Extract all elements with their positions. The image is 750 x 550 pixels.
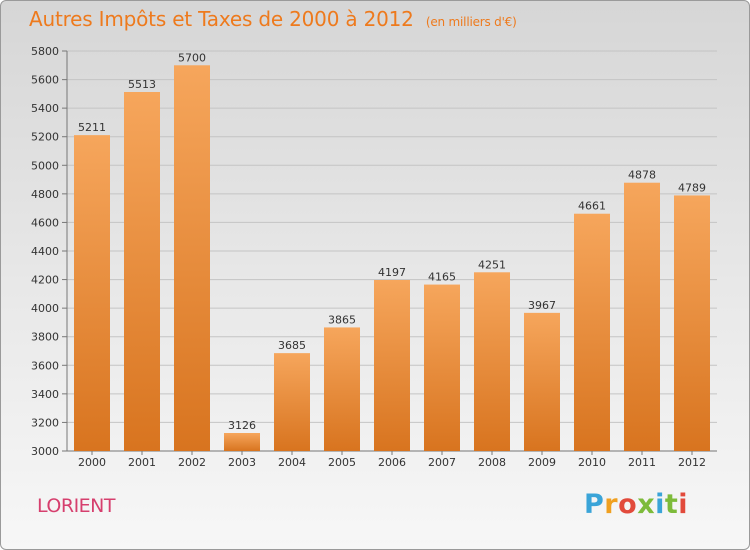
x-tick-label: 2010 (578, 456, 606, 469)
y-tick-label: 5000 (31, 159, 59, 172)
bar-value-label: 3865 (328, 313, 356, 326)
bar-value-label: 4165 (428, 271, 456, 284)
x-tick-label: 2011 (628, 456, 656, 469)
bar-value-label: 3685 (278, 339, 306, 352)
y-tick-label: 5200 (31, 131, 59, 144)
bar-value-label: 4878 (628, 169, 656, 182)
chart-title: Autres Impôts et Taxes de 2000 à 2012 (e… (29, 7, 517, 31)
y-tick-label: 3400 (31, 388, 59, 401)
y-tick-label: 4200 (31, 274, 59, 287)
y-tick-label: 4800 (31, 188, 59, 201)
bar-value-label: 3126 (228, 419, 256, 432)
y-tick-label: 4000 (31, 302, 59, 315)
bar-2010 (574, 213, 610, 451)
x-tick-label: 2012 (678, 456, 706, 469)
bar-2012 (674, 195, 710, 451)
bar-2003 (224, 433, 260, 451)
logo-letter: r (604, 489, 619, 520)
x-tick-label: 2000 (78, 456, 106, 469)
y-tick-label: 5600 (31, 74, 59, 87)
y-tick-label: 4600 (31, 216, 59, 229)
x-tick-label: 2009 (528, 456, 556, 469)
bar-2008 (474, 272, 510, 451)
bar-2002 (174, 65, 210, 452)
bar-value-label: 5700 (178, 51, 206, 64)
x-tick-label: 2003 (228, 456, 256, 469)
bars: 5211 5513 5700 3126 3685 3865 4197 4165 4251 3967… (74, 51, 710, 452)
logo-letter: i (678, 489, 689, 520)
bar-2005 (324, 327, 360, 451)
bar-value-label: 4251 (478, 258, 506, 271)
chart-title-text: Autres Impôts et Taxes de 2000 à 2012 (29, 7, 414, 31)
x-tick-label: 2005 (328, 456, 356, 469)
x-tick-label: 2006 (378, 456, 406, 469)
chart-subtitle: (en milliers d'€) (425, 15, 517, 29)
y-tick-label: 5400 (31, 102, 59, 115)
logo-letter: x (637, 489, 656, 520)
axes: 3000 3200 3400 3600 3800 4000 4200 4400 4600 4800… (31, 45, 717, 469)
bar-2007 (424, 284, 460, 451)
x-tick-label: 2007 (428, 456, 456, 469)
y-tick-label: 3800 (31, 331, 59, 344)
logo-letter: i (655, 489, 665, 520)
y-tick-label: 4400 (31, 245, 59, 258)
bar-2004 (274, 353, 310, 451)
x-tick-label: 2001 (128, 456, 156, 469)
y-tick-label: 3000 (31, 445, 59, 458)
bar-value-label: 3967 (528, 299, 556, 312)
logo-letter: P (584, 489, 605, 520)
bar-value-label: 4197 (378, 266, 406, 279)
y-tick-label: 3200 (31, 416, 59, 429)
bar-2001 (124, 92, 160, 451)
bar-2011 (624, 182, 660, 451)
bar-2000 (74, 135, 110, 451)
logo-letter: t (664, 489, 679, 520)
city-name: LORIENT (37, 495, 116, 517)
bar-value-label: 5211 (78, 121, 106, 134)
proxiti-logo: Proxiti (584, 489, 688, 520)
bar-value-label: 4789 (678, 181, 706, 194)
bar-value-label: 4661 (578, 200, 606, 213)
bar-2006 (374, 280, 410, 451)
y-tick-label: 3600 (31, 359, 59, 372)
logo-letter: o (618, 489, 638, 520)
x-tick-label: 2008 (478, 456, 506, 469)
x-tick-label: 2004 (278, 456, 306, 469)
bar-2009 (524, 312, 560, 451)
bar-value-label: 5513 (128, 78, 156, 91)
x-tick-label: 2002 (178, 456, 206, 469)
y-tick-label: 5800 (31, 45, 59, 58)
